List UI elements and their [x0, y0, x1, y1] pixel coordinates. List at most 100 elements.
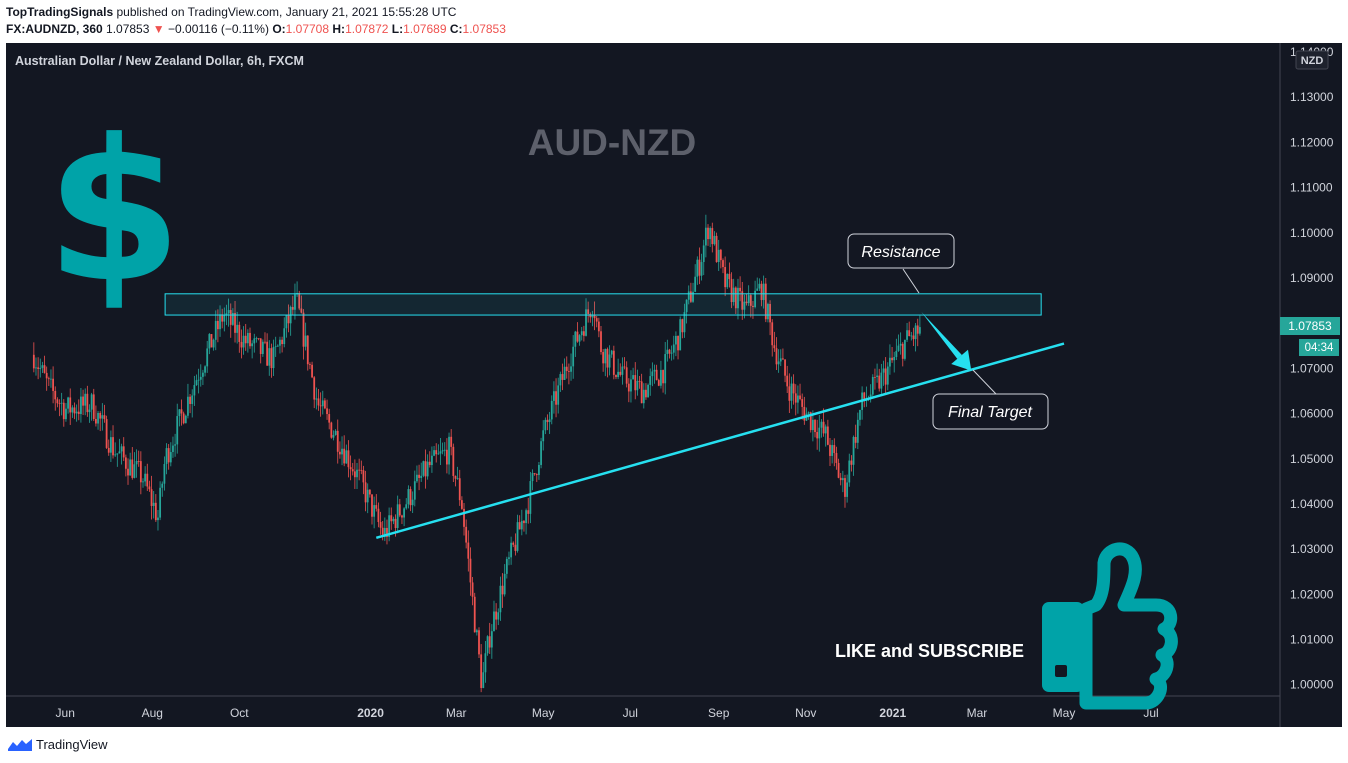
candle-body	[895, 350, 898, 357]
candle-body	[794, 393, 797, 403]
target-callout[interactable]	[932, 393, 1049, 430]
candle-body	[77, 411, 80, 415]
candle-body	[809, 412, 812, 431]
candle-body	[257, 338, 260, 340]
candle-body	[518, 522, 521, 530]
resistance-callout[interactable]	[847, 233, 955, 269]
candle-body	[202, 372, 204, 377]
currency-badge[interactable]	[1295, 50, 1329, 70]
candle-body	[358, 469, 361, 471]
thumbs-up-icon[interactable]	[1042, 542, 1178, 710]
candle-body	[101, 415, 104, 419]
candle-body	[681, 319, 684, 333]
target-arrow-head[interactable]	[951, 349, 972, 371]
candle-body	[844, 478, 846, 497]
candle-body	[544, 419, 547, 431]
candle-body	[261, 341, 264, 354]
candle-body	[559, 374, 562, 386]
candle-body	[437, 453, 440, 455]
candle-body	[356, 469, 358, 478]
candle-body	[869, 394, 872, 399]
currency-badge-label: NZD	[1301, 55, 1324, 67]
candle-body	[435, 450, 438, 455]
candle-body	[172, 445, 174, 453]
support-trendline[interactable]	[375, 342, 1065, 540]
candle-body	[127, 468, 129, 476]
candle-body	[142, 481, 144, 483]
candle-body	[662, 370, 664, 384]
candle-body	[131, 459, 134, 478]
candle-body	[180, 409, 183, 414]
candle-body	[50, 378, 52, 380]
candle-body	[672, 344, 675, 353]
candle-body	[154, 502, 157, 521]
candle-body	[630, 379, 632, 392]
candle-body	[859, 409, 861, 420]
candle-body	[538, 464, 540, 476]
candle-body	[612, 350, 615, 375]
candle-body	[824, 426, 827, 434]
candle-body	[157, 517, 159, 521]
candle-body	[407, 489, 410, 505]
candle-body	[655, 369, 658, 381]
candle-body	[47, 378, 50, 380]
time-tick-label: Aug	[142, 706, 163, 720]
candle-body	[852, 436, 855, 465]
candle-body	[600, 331, 602, 353]
candle-body	[878, 375, 881, 389]
instrument-title: Australian Dollar / New Zealand Dollar, …	[15, 54, 304, 68]
candle-body	[349, 467, 352, 470]
candle-body	[169, 452, 172, 463]
candle-body	[647, 384, 649, 398]
candle-body	[428, 461, 431, 466]
time-tick-label: May	[1053, 706, 1076, 720]
candle-body	[754, 290, 756, 308]
price-tick-label: 1.12000	[1290, 135, 1334, 149]
candle-body	[675, 335, 677, 345]
author-name[interactable]: TopTradingSignals	[6, 5, 114, 19]
candle-body	[743, 301, 746, 310]
candle-body	[760, 283, 763, 301]
candle-body	[756, 288, 759, 291]
candle-body	[368, 489, 371, 495]
candle-body	[576, 331, 579, 342]
candle-body	[707, 227, 709, 240]
price-tick-label: 1.07000	[1290, 361, 1334, 375]
candle-body	[820, 421, 823, 428]
candle-body	[217, 320, 219, 330]
candle-body	[460, 500, 463, 509]
candle-body	[711, 228, 714, 245]
candle-body	[501, 585, 504, 595]
candle-body	[493, 611, 495, 632]
candle-body	[550, 400, 553, 420]
candle-body	[150, 489, 153, 506]
candle-body	[426, 461, 429, 477]
price-tick-label: 1.01000	[1290, 633, 1334, 647]
candle-body	[837, 462, 840, 478]
candle-body	[114, 454, 117, 456]
candle-body	[516, 522, 519, 551]
candle-body	[206, 348, 209, 367]
candle-body	[510, 542, 513, 558]
chart-panel[interactable]: Australian Dollar / New Zealand Dollar, …	[6, 43, 1342, 727]
cta-text[interactable]: LIKE and SUBSCRIBE	[835, 641, 1024, 661]
candle-body	[627, 383, 630, 392]
target-arrow-shaft[interactable]	[921, 311, 962, 359]
candle-body	[762, 283, 765, 301]
candle-body	[653, 369, 656, 372]
candle-body	[294, 294, 296, 310]
candle-body	[37, 367, 40, 369]
resistance-zone[interactable]	[164, 293, 1042, 316]
candle-body	[856, 419, 859, 443]
chart-canvas[interactable]: Australian Dollar / New Zealand Dollar, …	[6, 43, 1342, 727]
candle-body	[709, 228, 712, 240]
last-price-tag-label: 1.07853	[1288, 319, 1332, 333]
candle-body	[901, 343, 904, 359]
candle-body	[585, 309, 587, 336]
candle-body	[734, 287, 737, 309]
candle-body	[822, 421, 825, 434]
footer-brand[interactable]: TradingView	[8, 737, 108, 752]
candle-body	[413, 481, 416, 500]
resistance-callout-pointer	[902, 268, 920, 294]
candle-body	[606, 348, 609, 368]
